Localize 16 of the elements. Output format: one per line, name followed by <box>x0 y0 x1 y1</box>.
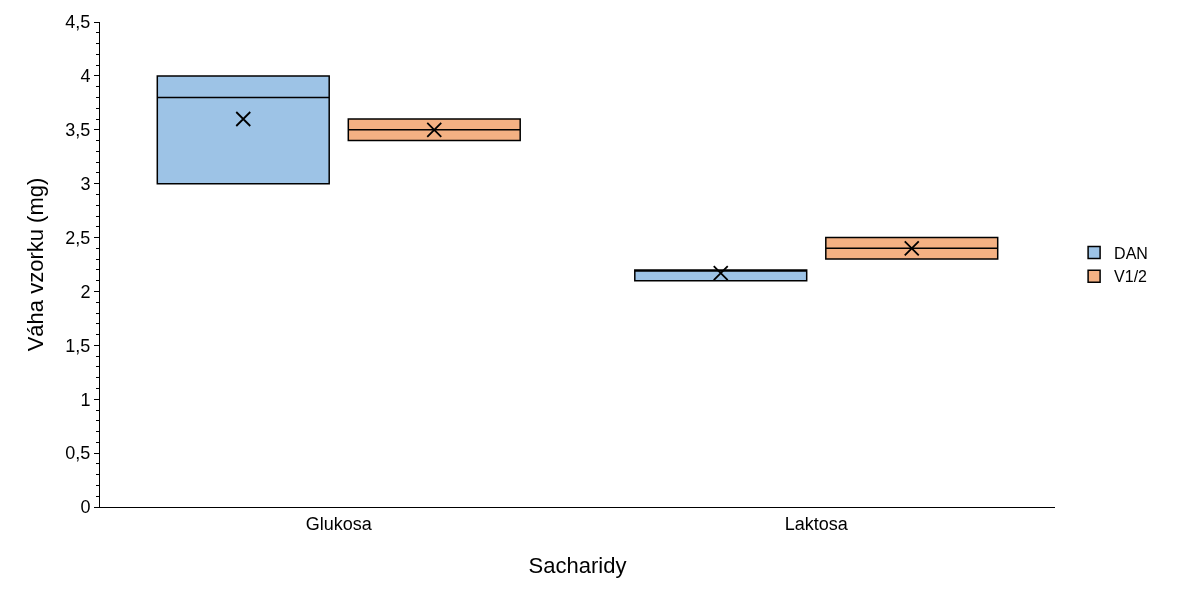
y-tick-label: 0,5 <box>65 443 91 464</box>
y-tick-label: 3,5 <box>65 120 91 141</box>
x-tick-label: Glukosa <box>305 513 373 534</box>
legend-label: DAN <box>1114 244 1148 262</box>
legend-label: V1/2 <box>1114 268 1148 286</box>
y-axis-title: Váha vzorku (mg) <box>23 177 49 352</box>
y-tick-label: 0 <box>80 497 91 518</box>
x-axis-title: Sacharidy <box>528 553 627 579</box>
y-tick-label: 2 <box>80 281 91 302</box>
y-tick-label: 2,5 <box>65 227 91 248</box>
y-tick-label: 1 <box>80 389 91 410</box>
x-tick-label: Laktosa <box>784 513 849 534</box>
y-tick-label: 4,5 <box>65 12 91 33</box>
y-tick-label: 4 <box>80 66 91 87</box>
y-tick-label: 1,5 <box>65 335 91 356</box>
y-tick-label: 3 <box>80 173 91 194</box>
